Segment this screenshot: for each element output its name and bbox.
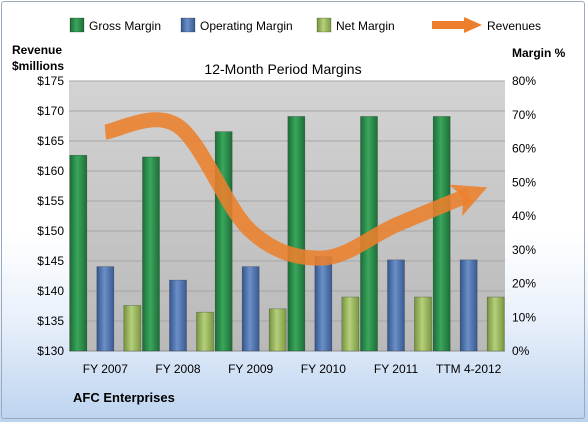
bar-operating-margin bbox=[314, 256, 333, 352]
bar-gross-margin bbox=[287, 116, 306, 352]
category-label: FY 2008 bbox=[155, 362, 200, 376]
company-name: AFC Enterprises bbox=[73, 390, 175, 405]
gridlines bbox=[69, 80, 505, 352]
category-label: FY 2009 bbox=[228, 362, 273, 376]
left-tick-label: $170 bbox=[37, 104, 64, 118]
bar-net-margin bbox=[341, 296, 360, 352]
bar-operating-margin bbox=[169, 279, 187, 352]
left-tick-label: $135 bbox=[37, 314, 64, 328]
left-tick-label: $175 bbox=[37, 74, 64, 88]
left-tick-label: $150 bbox=[37, 224, 64, 238]
bar-net-margin bbox=[196, 311, 214, 352]
bar-net-margin bbox=[123, 305, 142, 352]
bar-operating-margin bbox=[459, 259, 478, 352]
right-tick-label: 40% bbox=[512, 209, 536, 223]
right-tick-label: 70% bbox=[512, 108, 536, 122]
category-label: FY 2007 bbox=[83, 362, 128, 376]
legend-swatch bbox=[69, 17, 85, 33]
left-tick-label: $145 bbox=[37, 254, 64, 268]
right-axis-ticks: 0% 10% 20% 30% 40% 50% 60% 70% 80% bbox=[512, 74, 536, 358]
right-tick-label: 20% bbox=[512, 277, 536, 291]
left-axis-ticks: $130 $135 $140 $145 $150 $155 $160 $165 $170 $175 bbox=[37, 74, 64, 358]
left-axis-label-line2: $millions bbox=[12, 59, 64, 73]
bar-net-margin bbox=[486, 296, 505, 352]
bar-gross-margin bbox=[432, 116, 451, 352]
left-tick-label: $155 bbox=[37, 194, 64, 208]
left-tick-label: $130 bbox=[37, 344, 64, 358]
right-tick-label: 10% bbox=[512, 310, 536, 324]
legend-swatch bbox=[180, 17, 196, 33]
legend-swatch bbox=[316, 17, 332, 33]
category-labels: FY 2007 FY 2008 FY 2009 FY 2010 FY 2011 TTM 4… bbox=[83, 362, 502, 376]
legend-label: Operating Margin bbox=[200, 19, 293, 33]
legend: Gross Margin Operating Margin Net Margin Re… bbox=[69, 17, 541, 33]
bar-gross-margin bbox=[214, 131, 233, 352]
right-tick-label: 0% bbox=[512, 344, 530, 358]
left-tick-label: $140 bbox=[37, 284, 64, 298]
right-tick-label: 50% bbox=[512, 175, 536, 189]
bar-gross-margin bbox=[69, 154, 88, 352]
bar-net-margin bbox=[414, 296, 432, 352]
legend-label: Revenues bbox=[487, 19, 541, 33]
legend-label: Gross Margin bbox=[89, 19, 161, 33]
left-axis-label-line1: Revenue bbox=[12, 43, 62, 57]
right-tick-label: 60% bbox=[512, 142, 536, 156]
right-axis-label: Margin % bbox=[512, 46, 566, 60]
bar-operating-margin bbox=[96, 266, 115, 352]
revenues-line bbox=[103, 112, 488, 266]
category-label: FY 2011 bbox=[374, 362, 419, 376]
chart-title: 12-Month Period Margins bbox=[204, 61, 361, 77]
bar-gross-margin bbox=[142, 156, 160, 352]
bar-net-margin bbox=[268, 308, 287, 352]
bar-operating-margin bbox=[387, 259, 405, 352]
legend-arrow-swatch bbox=[464, 17, 482, 33]
category-label: TTM 4-2012 bbox=[436, 362, 502, 376]
left-tick-label: $165 bbox=[37, 134, 64, 148]
bar-operating-margin bbox=[241, 266, 260, 352]
legend-label: Net Margin bbox=[336, 19, 395, 33]
right-tick-label: 80% bbox=[512, 74, 536, 88]
left-tick-label: $160 bbox=[37, 164, 64, 178]
right-tick-label: 30% bbox=[512, 243, 536, 257]
category-label: FY 2010 bbox=[301, 362, 346, 376]
